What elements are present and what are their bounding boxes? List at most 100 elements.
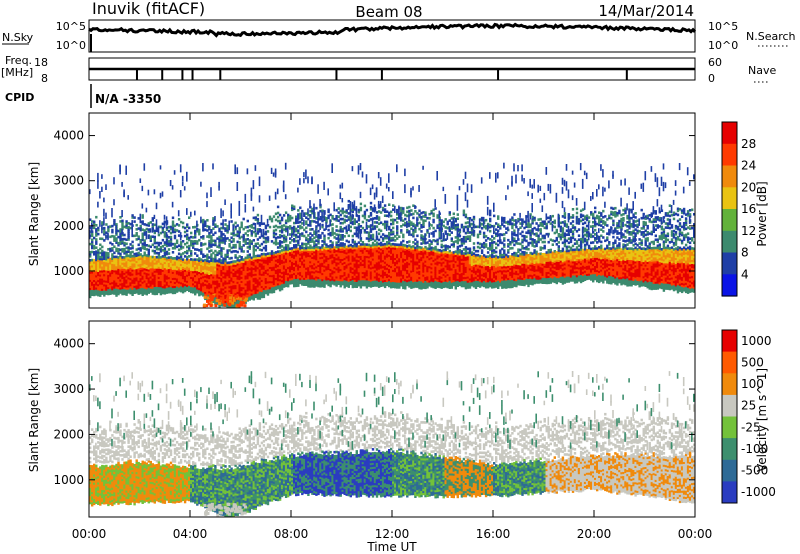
echo-cell bbox=[234, 225, 237, 229]
echo-cell bbox=[410, 187, 412, 196]
echo-cell bbox=[169, 288, 173, 292]
echo-cell bbox=[355, 277, 358, 280]
echo-cell bbox=[335, 249, 338, 253]
echo-cell bbox=[299, 281, 302, 285]
echo-cell bbox=[357, 218, 361, 222]
echo-cell bbox=[365, 285, 369, 289]
echo-cell bbox=[121, 266, 124, 269]
echo-cell bbox=[103, 267, 106, 271]
echo-cell bbox=[359, 243, 363, 246]
echo-cell bbox=[381, 239, 385, 242]
echo-cell bbox=[317, 276, 320, 280]
echo-cell bbox=[367, 239, 371, 243]
echo-cell bbox=[325, 259, 328, 263]
echo-cell bbox=[186, 241, 189, 245]
echo-cell bbox=[274, 232, 278, 236]
echo-cell bbox=[163, 277, 167, 281]
echo-cell bbox=[377, 218, 381, 221]
echo-cell bbox=[95, 264, 98, 268]
echo-cell bbox=[119, 285, 122, 288]
echo-cell bbox=[113, 267, 116, 271]
echo-cell bbox=[161, 277, 165, 281]
echo-cell bbox=[381, 206, 385, 210]
echo-cell bbox=[262, 287, 266, 290]
echo-cell bbox=[371, 209, 375, 212]
echo-cell bbox=[256, 222, 260, 225]
echo-cell bbox=[200, 276, 203, 280]
echo-cell bbox=[186, 280, 189, 283]
echo-cell bbox=[406, 271, 409, 275]
echo-cell bbox=[315, 206, 318, 210]
echo-cell bbox=[274, 240, 278, 244]
echo-cell bbox=[222, 247, 225, 250]
echo-cell bbox=[339, 282, 342, 286]
echo-cell bbox=[365, 271, 369, 275]
echo-cell bbox=[329, 233, 332, 237]
echo-cell bbox=[165, 244, 169, 248]
echo-cell bbox=[141, 273, 144, 276]
echo-cell bbox=[361, 259, 365, 262]
echo-cell bbox=[252, 230, 255, 234]
echo-cell bbox=[179, 285, 183, 289]
echo-cell bbox=[282, 248, 286, 252]
echo-cell bbox=[266, 276, 270, 280]
echo-cell bbox=[392, 255, 395, 258]
echo-cell bbox=[343, 275, 346, 279]
echo-cell bbox=[377, 267, 381, 270]
echo-cell bbox=[347, 260, 350, 264]
echo-cell bbox=[103, 253, 106, 256]
echo-cell bbox=[234, 256, 237, 259]
echo-cell bbox=[408, 266, 411, 270]
echo-cell bbox=[359, 251, 363, 254]
echo-cell bbox=[385, 183, 388, 189]
echo-cell bbox=[230, 236, 233, 240]
echo-cell bbox=[394, 235, 397, 238]
echo-cell bbox=[351, 206, 354, 209]
echo-cell bbox=[381, 253, 385, 257]
echo-cell bbox=[137, 288, 140, 291]
echo-cell bbox=[216, 282, 219, 285]
echo-cell bbox=[250, 295, 253, 298]
echo-cell bbox=[151, 261, 154, 265]
echo-cell bbox=[260, 267, 264, 270]
echo-cell bbox=[268, 290, 272, 294]
echo-cell bbox=[91, 279, 94, 282]
echo-cell bbox=[321, 240, 324, 243]
echo-cell bbox=[240, 260, 243, 263]
echo-cell bbox=[323, 234, 326, 238]
echo-cell bbox=[248, 273, 251, 277]
echo-cell bbox=[188, 261, 191, 264]
echo-cell bbox=[254, 248, 257, 252]
echo-cell bbox=[297, 241, 300, 245]
echo-cell bbox=[101, 280, 104, 283]
echo-cell bbox=[357, 267, 361, 271]
echo-cell bbox=[345, 276, 348, 279]
echo-cell bbox=[177, 281, 181, 284]
date-title: 14/Mar/2014 bbox=[598, 2, 694, 20]
echo-cell bbox=[183, 267, 187, 270]
echo-cell bbox=[266, 270, 270, 274]
echo-cell bbox=[97, 251, 100, 254]
echo-cell bbox=[335, 282, 338, 285]
echo-cell bbox=[355, 255, 358, 258]
echo-cell bbox=[365, 277, 369, 281]
echo-cell bbox=[268, 215, 272, 219]
echo-cell bbox=[117, 288, 120, 292]
echo-cell bbox=[410, 233, 413, 237]
echo-cell bbox=[111, 257, 114, 260]
echo-cell bbox=[99, 294, 102, 297]
echo-cell bbox=[420, 268, 423, 272]
echo-cell bbox=[232, 294, 235, 298]
echo-cell bbox=[167, 270, 171, 274]
echo-cell bbox=[111, 285, 114, 289]
echo-cell bbox=[313, 232, 316, 235]
echo-cell bbox=[222, 275, 225, 279]
echo-cell bbox=[208, 260, 211, 263]
echo-cell bbox=[422, 284, 425, 287]
echo-cell bbox=[329, 284, 332, 288]
echo-cell bbox=[177, 224, 181, 227]
echo-cell bbox=[297, 251, 300, 255]
echo-cell bbox=[347, 273, 350, 276]
echo-cell bbox=[266, 262, 270, 266]
echo-cell bbox=[363, 212, 367, 216]
